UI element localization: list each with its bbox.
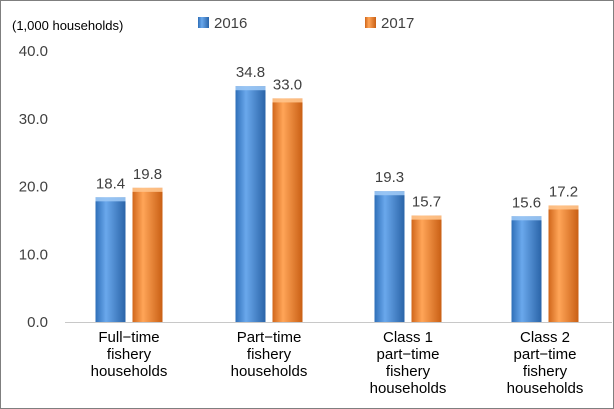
legend: 2016 2017 bbox=[198, 15, 414, 32]
bar bbox=[272, 98, 303, 322]
category-label: Full−time fishery households bbox=[91, 329, 168, 380]
bar bbox=[132, 187, 163, 322]
legend-swatch bbox=[365, 17, 376, 28]
category-label: Class 1 part−time fishery households bbox=[370, 329, 447, 397]
legend-item-2016: 2016 bbox=[198, 15, 247, 32]
data-label: 18.4 bbox=[96, 175, 125, 192]
bar bbox=[411, 215, 442, 322]
unit-label: (1,000 households) bbox=[12, 18, 123, 33]
data-label: 33.0 bbox=[273, 76, 302, 93]
bar-cap bbox=[411, 215, 442, 220]
bar-cap bbox=[374, 191, 405, 196]
y-axis: 0.0 10.0 20.0 30.0 40.0 bbox=[19, 43, 48, 331]
bar-cap bbox=[511, 216, 542, 221]
y-tick-label: 40.0 bbox=[19, 43, 48, 60]
bar-cap bbox=[132, 187, 163, 192]
bar-2016-2 bbox=[374, 191, 405, 322]
bar-2017-3 bbox=[548, 205, 579, 322]
bar-cap bbox=[272, 98, 303, 103]
bars: 18.4 34.8 19.3 15.6 19.8 33.0 15.7 17.2 bbox=[95, 64, 579, 322]
bar-cap bbox=[95, 197, 126, 202]
data-label: 19.3 bbox=[375, 169, 404, 186]
legend-item-2017: 2017 bbox=[365, 15, 414, 32]
data-label: 15.7 bbox=[412, 194, 441, 211]
bar bbox=[548, 205, 579, 322]
bar-2016-0 bbox=[95, 197, 126, 322]
bar bbox=[511, 216, 542, 322]
y-tick-label: 0.0 bbox=[27, 314, 48, 331]
y-tick-label: 10.0 bbox=[19, 246, 48, 263]
bar-cap bbox=[548, 205, 579, 210]
bar-2016-3 bbox=[511, 216, 542, 322]
legend-label: 2017 bbox=[381, 15, 414, 32]
category-label: Part−time fishery households bbox=[231, 329, 308, 380]
bar-2017-1 bbox=[272, 98, 303, 322]
x-axis: Full−time fishery households Part−time fishe… bbox=[65, 322, 612, 397]
y-tick-label: 20.0 bbox=[19, 179, 48, 196]
data-label: 34.8 bbox=[236, 64, 265, 81]
bar bbox=[374, 191, 405, 322]
data-label: 15.6 bbox=[512, 194, 541, 211]
y-tick-label: 30.0 bbox=[19, 111, 48, 128]
data-label: 19.8 bbox=[133, 166, 162, 183]
category-label: Class 2 part−time fishery households bbox=[507, 329, 584, 397]
legend-label: 2016 bbox=[214, 15, 247, 32]
bar-2016-1 bbox=[235, 86, 266, 322]
legend-swatch bbox=[198, 17, 209, 28]
bar bbox=[235, 86, 266, 322]
bar-cap bbox=[235, 86, 266, 91]
bar-2017-0 bbox=[132, 187, 163, 322]
bar-2017-2 bbox=[411, 215, 442, 322]
data-label: 17.2 bbox=[549, 183, 578, 200]
bar bbox=[95, 197, 126, 322]
